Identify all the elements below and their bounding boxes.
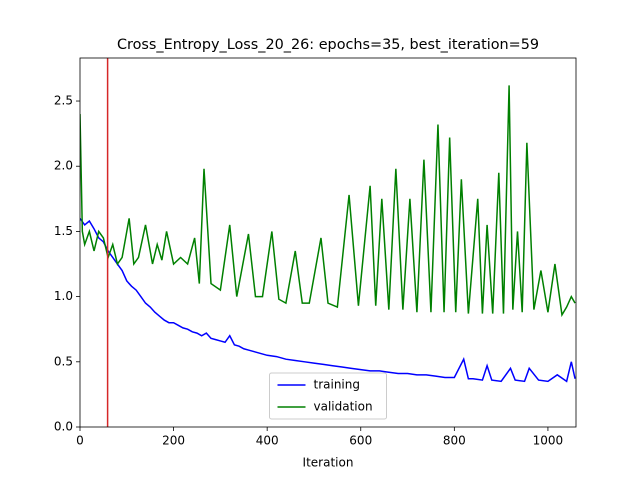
chart-title: Cross_Entropy_Loss_20_26: epochs=35, bes… xyxy=(117,37,539,53)
y-tick-label: 1.0 xyxy=(54,289,73,303)
x-axis-label: Iteration xyxy=(303,456,354,470)
x-tick-label: 1000 xyxy=(533,434,564,448)
x-tick-label: 600 xyxy=(349,434,372,448)
x-tick-label: 800 xyxy=(443,434,466,448)
line-validation xyxy=(80,85,576,318)
x-tick-label: 200 xyxy=(162,434,185,448)
x-tick-label: 400 xyxy=(256,434,279,448)
y-tick-label: 2.5 xyxy=(54,94,73,108)
y-tick-label: 1.5 xyxy=(54,224,73,238)
y-tick-label: 0.5 xyxy=(54,354,73,368)
line-training xyxy=(80,217,576,383)
plot-frame xyxy=(79,57,577,428)
legend-label: validation xyxy=(314,400,373,414)
x-tick-label: 0 xyxy=(76,434,84,448)
legend-label: training xyxy=(314,378,361,392)
y-tick-label: 2.0 xyxy=(54,159,73,173)
y-tick-label: 0.0 xyxy=(54,420,73,434)
